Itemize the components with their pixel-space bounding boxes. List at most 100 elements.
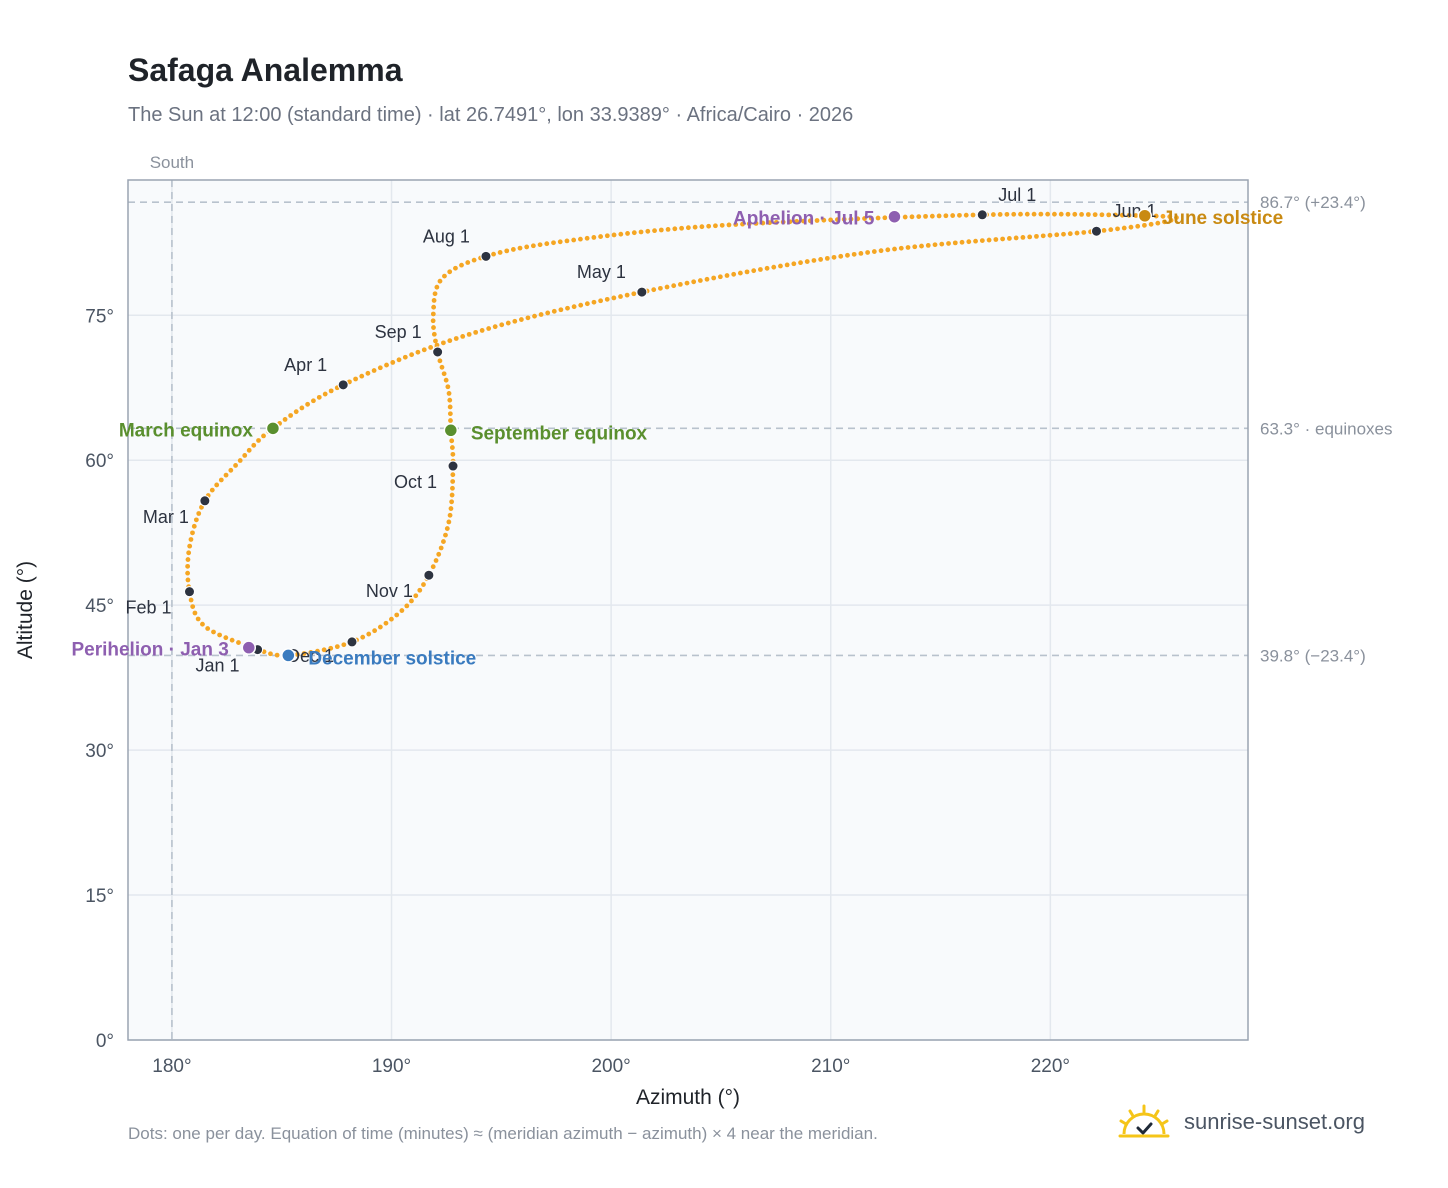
day-dot	[764, 265, 770, 271]
day-dot	[970, 212, 976, 218]
day-dot	[453, 336, 459, 341]
day-dot	[952, 240, 958, 246]
day-dot	[929, 213, 935, 219]
day-dot	[760, 220, 766, 226]
day-dot	[445, 384, 451, 390]
day-dot	[692, 224, 698, 230]
x-tick-label: 200°	[591, 1056, 630, 1077]
month-marker	[183, 586, 195, 598]
day-dot	[923, 213, 928, 219]
day-dot	[447, 404, 453, 410]
day-dot	[719, 222, 725, 228]
day-dot	[415, 349, 421, 355]
day-dot	[371, 368, 377, 373]
day-dot	[919, 243, 924, 249]
month-marker	[423, 569, 435, 581]
day-dot	[878, 248, 884, 254]
day-dot	[1092, 212, 1098, 218]
day-dot	[831, 254, 837, 260]
day-dot	[328, 645, 334, 651]
day-dot	[697, 278, 703, 283]
day-dot	[791, 261, 797, 267]
day-dot	[442, 273, 447, 279]
y-tick-label: 45°	[85, 596, 114, 617]
day-dot	[828, 217, 834, 223]
day-dot	[517, 245, 523, 251]
day-dot	[871, 249, 877, 254]
day-dot	[192, 610, 198, 616]
day-dot	[862, 216, 867, 221]
day-dot	[446, 391, 452, 396]
day-dot	[237, 458, 243, 463]
month-label: Aug 1	[423, 226, 470, 246]
event-marker	[443, 423, 459, 438]
day-dot	[437, 358, 443, 364]
day-dot	[665, 226, 671, 232]
event-label: March equinox	[119, 420, 254, 441]
month-marker	[346, 636, 358, 648]
day-dot	[409, 352, 415, 358]
day-dot	[571, 237, 577, 243]
day-dot	[604, 233, 610, 239]
day-dot	[1024, 211, 1030, 217]
day-dot	[936, 213, 942, 219]
day-dot	[558, 307, 564, 313]
day-dot	[195, 616, 201, 622]
day-dot	[1040, 233, 1046, 239]
day-dot	[288, 413, 294, 418]
day-dot	[518, 317, 524, 322]
day-dot	[1020, 235, 1026, 240]
day-dot	[631, 230, 637, 236]
day-dot	[564, 238, 570, 244]
sun-logo-icon	[1118, 1104, 1170, 1138]
event-label: Perihelion · Jan 3	[71, 640, 228, 661]
event-marker	[241, 640, 257, 655]
day-dot	[441, 371, 447, 377]
day-dot	[447, 269, 453, 275]
day-dot	[450, 485, 455, 491]
day-dot	[193, 517, 199, 523]
event-marker	[887, 209, 902, 224]
day-dot	[902, 214, 908, 220]
x-tick-label: 180°	[152, 1056, 191, 1077]
day-dot	[824, 255, 830, 261]
day-dot	[372, 628, 378, 634]
day-dot	[353, 376, 358, 382]
day-dot	[384, 362, 389, 368]
day-dot	[404, 603, 410, 609]
day-dot	[471, 257, 477, 263]
day-dot	[604, 296, 610, 302]
day-dot	[190, 604, 196, 610]
day-dot	[1067, 231, 1073, 237]
month-marker	[636, 286, 648, 298]
day-dot	[798, 260, 803, 266]
day-dot	[834, 217, 840, 223]
day-dot	[1099, 212, 1105, 218]
day-dot	[443, 377, 449, 383]
day-dot	[657, 285, 663, 291]
day-dot	[1168, 217, 1174, 223]
day-dot	[1045, 211, 1051, 217]
day-dot	[251, 442, 257, 448]
day-dot	[236, 640, 241, 645]
day-dot	[504, 248, 510, 254]
day-dot	[1167, 214, 1173, 220]
day-dot	[865, 250, 871, 255]
day-dot	[274, 652, 280, 658]
day-dot	[591, 235, 597, 240]
day-dot	[677, 281, 683, 287]
reference-label: 39.8° (−23.4°)	[1260, 646, 1366, 665]
day-dot	[990, 212, 996, 217]
day-dot	[413, 593, 419, 599]
brand[interactable]: sunrise-sunset.org	[1118, 1100, 1365, 1144]
event-marker	[281, 648, 296, 663]
day-dot	[242, 453, 248, 458]
day-dot	[233, 463, 238, 468]
month-label: Mar 1	[143, 507, 189, 527]
day-dot	[946, 241, 951, 246]
day-dot	[1153, 213, 1159, 219]
day-dot	[751, 268, 757, 274]
day-dot	[322, 391, 328, 397]
month-label: Jan 1	[196, 656, 240, 676]
day-dot	[191, 523, 197, 529]
